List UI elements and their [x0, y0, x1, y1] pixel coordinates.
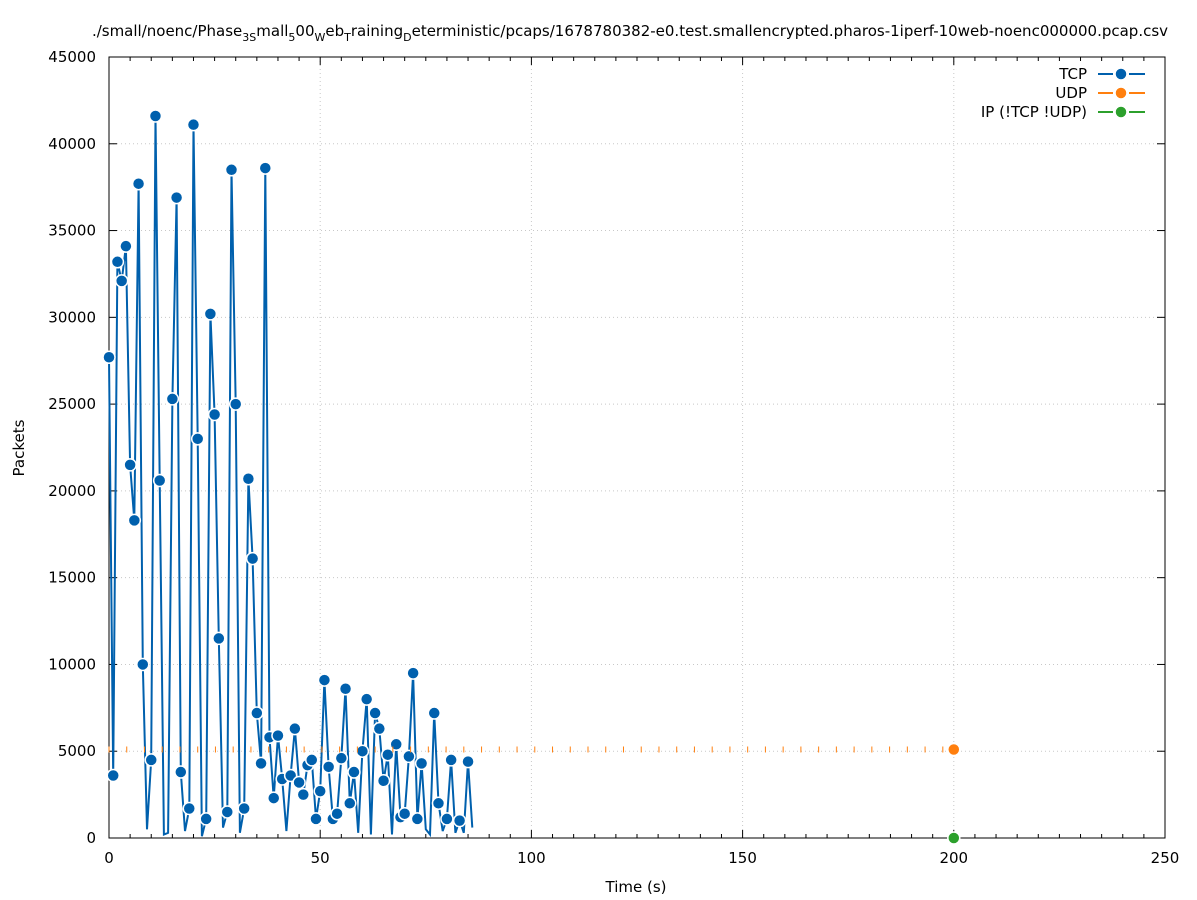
x-tick-label: 100	[517, 849, 546, 867]
data-point	[461, 754, 475, 769]
data-point	[174, 765, 188, 779]
data-point	[313, 784, 327, 798]
plot-area	[102, 109, 961, 845]
legend-label: IP (!TCP !UDP)	[981, 103, 1087, 121]
data-point	[947, 831, 961, 845]
y-axis-label: Packets	[10, 419, 28, 476]
data-point	[131, 176, 146, 191]
data-point	[452, 813, 467, 828]
data-point	[136, 657, 150, 672]
data-point	[444, 753, 458, 767]
legend-marker	[1114, 67, 1128, 81]
data-point	[258, 161, 273, 175]
legend-label: UDP	[1055, 84, 1087, 102]
data-point	[397, 806, 412, 821]
x-tick-label: 50	[311, 849, 330, 867]
legend-label: TCP	[1058, 65, 1087, 83]
data-point	[334, 751, 349, 765]
data-point	[296, 787, 311, 802]
y-tick-label: 30000	[48, 308, 96, 326]
data-point	[292, 775, 306, 790]
data-point	[266, 791, 281, 805]
data-point	[220, 805, 235, 819]
data-point	[110, 255, 125, 269]
data-point	[389, 737, 403, 752]
data-point	[947, 742, 961, 757]
data-point	[123, 458, 137, 472]
data-point	[182, 801, 197, 816]
data-point	[224, 163, 239, 177]
data-point	[271, 728, 285, 743]
data-point	[212, 631, 226, 646]
data-point	[343, 796, 357, 811]
data-point	[381, 747, 395, 762]
data-point	[338, 681, 353, 696]
ticks: 0 50 100 150 200 250 0 5000 10000 15000 20000 25000…	[48, 48, 1179, 867]
legend-marker	[1114, 86, 1128, 100]
x-tick-label: 250	[1151, 849, 1180, 867]
data-point	[228, 397, 243, 411]
data-point	[414, 756, 429, 771]
data-point	[106, 768, 120, 783]
data-point	[190, 432, 205, 446]
data-point	[368, 706, 382, 720]
x-tick-label: 200	[939, 849, 968, 867]
y-tick-label: 10000	[48, 655, 96, 673]
y-tick-label: 40000	[48, 135, 96, 153]
data-point	[245, 551, 260, 566]
data-point	[330, 806, 344, 821]
data-point	[207, 407, 222, 422]
data-point	[440, 812, 454, 826]
y-tick-label: 25000	[48, 395, 96, 413]
data-point	[102, 350, 116, 365]
data-point	[148, 109, 163, 123]
data-point	[427, 706, 441, 720]
data-point	[410, 812, 425, 826]
y-tick-label: 20000	[48, 482, 96, 500]
data-point	[199, 812, 213, 826]
y-tick-label: 0	[86, 829, 96, 847]
x-tick-label: 150	[728, 849, 757, 867]
data-point	[347, 765, 361, 779]
data-point	[119, 239, 133, 253]
data-point	[305, 753, 319, 767]
data-point	[402, 749, 416, 764]
data-point	[372, 721, 387, 736]
data-point	[144, 753, 158, 767]
data-point	[241, 471, 256, 486]
data-point	[127, 513, 142, 528]
data-point	[317, 673, 332, 687]
data-point	[114, 274, 129, 288]
series-2	[947, 831, 961, 845]
x-axis-label: Time (s)	[605, 878, 667, 896]
data-point	[186, 117, 201, 132]
data-point	[288, 721, 302, 736]
data-point	[355, 744, 370, 758]
data-point	[254, 756, 268, 771]
data-point	[169, 190, 184, 205]
data-point	[321, 760, 336, 774]
series-1	[108, 742, 961, 757]
data-point	[203, 307, 218, 321]
legend-marker	[1114, 105, 1128, 119]
grid	[109, 57, 1165, 838]
chart-title: ./small/noenc/Phase3Small500WebTrainingD…	[92, 22, 1168, 44]
data-point	[237, 801, 251, 816]
x-tick-label: 0	[104, 849, 114, 867]
data-point	[309, 812, 323, 826]
y-tick-label: 45000	[48, 48, 96, 66]
data-point	[431, 796, 446, 811]
data-point	[152, 473, 167, 488]
series-0	[102, 109, 475, 838]
data-point	[359, 692, 374, 706]
data-point	[165, 392, 180, 406]
data-point	[250, 706, 264, 720]
y-tick-label: 5000	[58, 742, 96, 760]
data-point	[376, 773, 391, 788]
data-point	[406, 666, 420, 680]
y-tick-label: 35000	[48, 222, 96, 240]
y-tick-label: 15000	[48, 569, 96, 587]
